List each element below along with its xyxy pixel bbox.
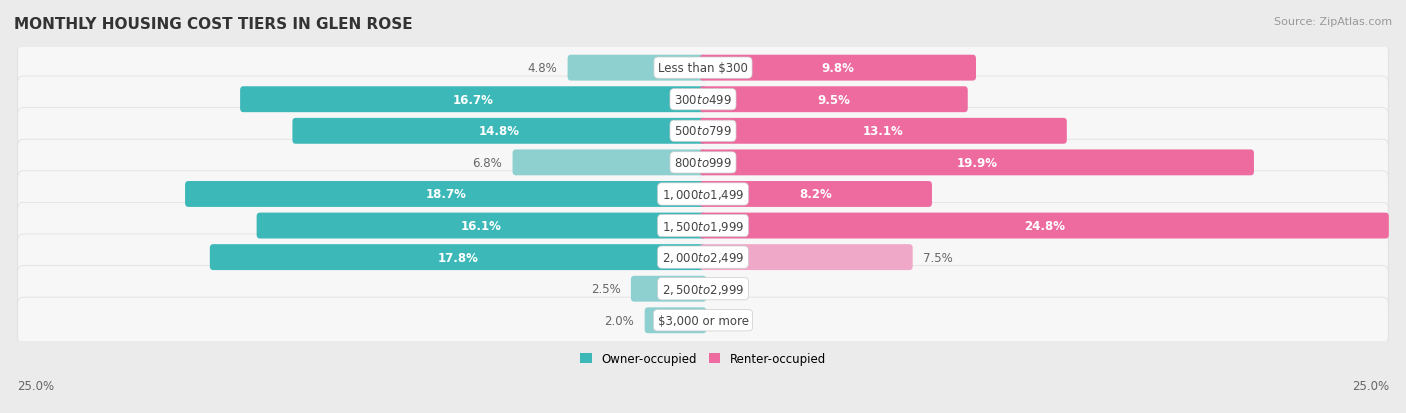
Text: 7.5%: 7.5% <box>924 251 953 264</box>
Text: 13.1%: 13.1% <box>863 125 904 138</box>
FancyBboxPatch shape <box>631 276 706 302</box>
Text: $500 to $799: $500 to $799 <box>673 125 733 138</box>
Text: MONTHLY HOUSING COST TIERS IN GLEN ROSE: MONTHLY HOUSING COST TIERS IN GLEN ROSE <box>14 17 413 31</box>
Text: $300 to $499: $300 to $499 <box>673 93 733 107</box>
Text: $800 to $999: $800 to $999 <box>673 157 733 169</box>
Text: $3,000 or more: $3,000 or more <box>658 314 748 327</box>
FancyBboxPatch shape <box>513 150 706 176</box>
Text: 24.8%: 24.8% <box>1024 220 1064 233</box>
Text: 9.8%: 9.8% <box>821 62 855 75</box>
FancyBboxPatch shape <box>18 266 1388 312</box>
Text: $2,500 to $2,999: $2,500 to $2,999 <box>662 282 744 296</box>
FancyBboxPatch shape <box>18 203 1388 249</box>
FancyBboxPatch shape <box>18 140 1388 186</box>
FancyBboxPatch shape <box>18 108 1388 154</box>
FancyBboxPatch shape <box>700 87 967 113</box>
Text: Less than $300: Less than $300 <box>658 62 748 75</box>
FancyBboxPatch shape <box>18 235 1388 280</box>
FancyBboxPatch shape <box>209 244 706 271</box>
Text: 19.9%: 19.9% <box>956 157 997 169</box>
FancyBboxPatch shape <box>700 56 976 81</box>
FancyBboxPatch shape <box>18 297 1388 344</box>
Text: 17.8%: 17.8% <box>437 251 478 264</box>
FancyBboxPatch shape <box>700 244 912 271</box>
FancyBboxPatch shape <box>292 119 706 145</box>
FancyBboxPatch shape <box>700 182 932 207</box>
FancyBboxPatch shape <box>186 182 706 207</box>
Text: $2,000 to $2,499: $2,000 to $2,499 <box>662 251 744 264</box>
FancyBboxPatch shape <box>18 171 1388 218</box>
FancyBboxPatch shape <box>700 119 1067 145</box>
Text: 9.5%: 9.5% <box>817 93 851 107</box>
FancyBboxPatch shape <box>18 77 1388 123</box>
Text: 6.8%: 6.8% <box>472 157 502 169</box>
Text: 2.0%: 2.0% <box>605 314 634 327</box>
Text: 16.1%: 16.1% <box>461 220 502 233</box>
Text: $1,500 to $1,999: $1,500 to $1,999 <box>662 219 744 233</box>
FancyBboxPatch shape <box>645 308 706 333</box>
Text: 16.7%: 16.7% <box>453 93 494 107</box>
Text: 18.7%: 18.7% <box>425 188 467 201</box>
Text: Source: ZipAtlas.com: Source: ZipAtlas.com <box>1274 17 1392 26</box>
Text: 14.8%: 14.8% <box>479 125 520 138</box>
Text: 25.0%: 25.0% <box>1353 380 1389 392</box>
Text: 2.5%: 2.5% <box>591 282 620 295</box>
FancyBboxPatch shape <box>568 56 706 81</box>
Text: 4.8%: 4.8% <box>527 62 557 75</box>
Text: 0.0%: 0.0% <box>717 314 747 327</box>
FancyBboxPatch shape <box>18 45 1388 92</box>
Text: $1,000 to $1,499: $1,000 to $1,499 <box>662 188 744 202</box>
FancyBboxPatch shape <box>700 213 1389 239</box>
Text: 8.2%: 8.2% <box>800 188 832 201</box>
FancyBboxPatch shape <box>240 87 706 113</box>
Legend: Owner-occupied, Renter-occupied: Owner-occupied, Renter-occupied <box>575 348 831 370</box>
Text: 0.0%: 0.0% <box>717 282 747 295</box>
FancyBboxPatch shape <box>257 213 706 239</box>
Text: 25.0%: 25.0% <box>17 380 53 392</box>
FancyBboxPatch shape <box>700 150 1254 176</box>
